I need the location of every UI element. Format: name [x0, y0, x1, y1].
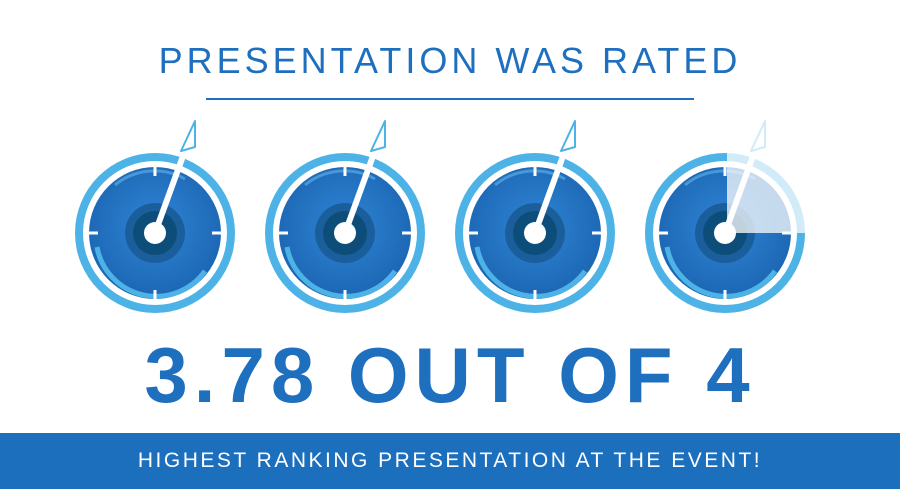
- title-divider: [206, 98, 694, 100]
- gauge-icon: [630, 115, 820, 325]
- gauge-row: [0, 115, 900, 325]
- page-title: PRESENTATION WAS RATED: [158, 40, 742, 81]
- rating-score: 3.78 OUT OF 4: [144, 331, 756, 419]
- gauge-icon: [60, 115, 250, 325]
- gauge-icon: [250, 115, 440, 325]
- banner-text: HIGHEST RANKING PRESENTATION AT THE EVEN…: [137, 449, 763, 472]
- gauge-icon: [440, 115, 630, 325]
- footer-banner: HIGHEST RANKING PRESENTATION AT THE EVEN…: [0, 433, 900, 489]
